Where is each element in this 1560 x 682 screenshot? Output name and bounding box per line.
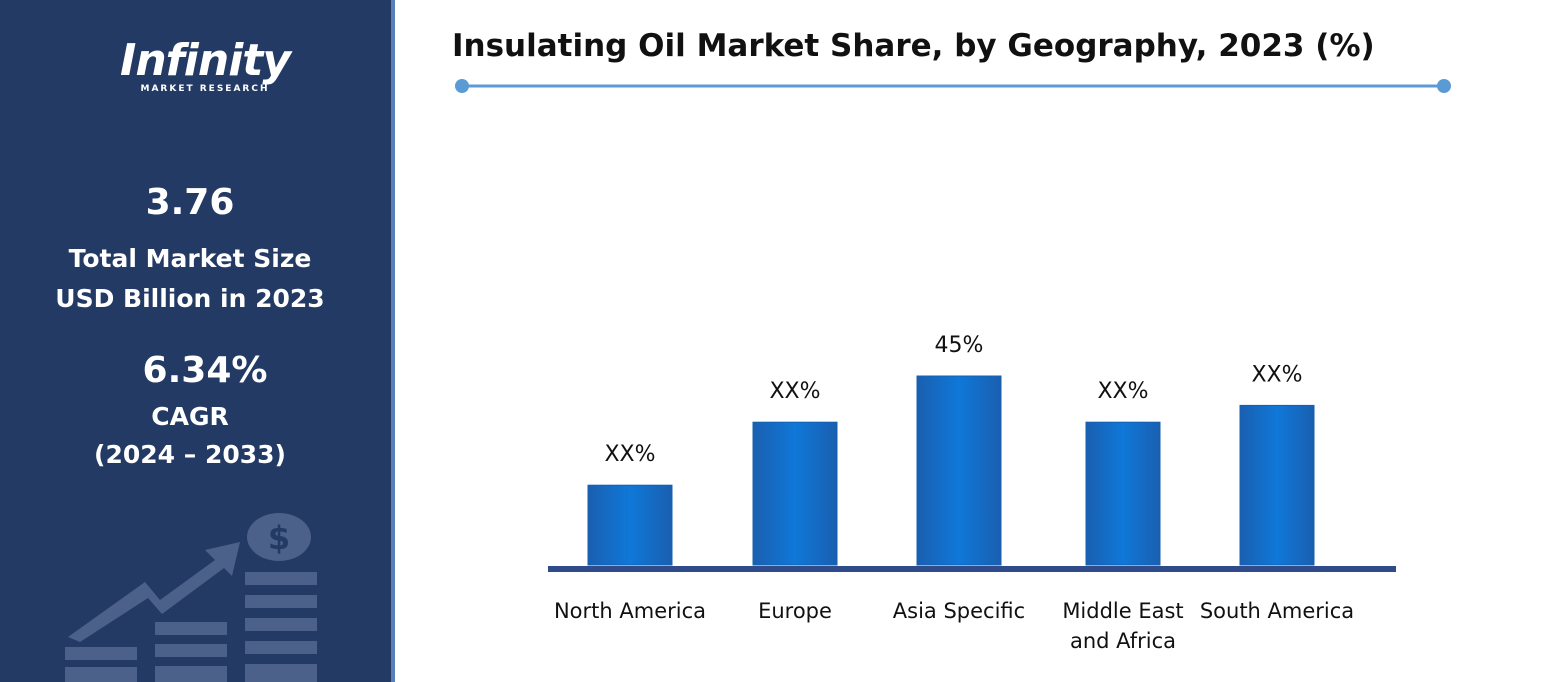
cagr-label: CAGR	[151, 402, 229, 431]
cagr-period: (2024 – 2033)	[94, 440, 286, 469]
svg-text:$: $	[268, 519, 290, 557]
cagr: 6.34%	[142, 350, 268, 391]
chart-title: Insulating Oil Market Share, by Geograph…	[452, 28, 1375, 64]
market-size-label: USD Billion in 2023	[55, 284, 325, 313]
market-size: 3.76	[145, 182, 235, 223]
growth-icon: $	[65, 513, 317, 682]
market-size-label: Total Market Size	[68, 244, 312, 273]
value-label: XX%	[1097, 379, 1148, 404]
x-tick-label: Europe	[758, 599, 832, 623]
x-tick-label: South America	[1199, 599, 1355, 623]
sidebar: Infinity MARKET RESEARCH 3.76 Total Mark…	[0, 0, 395, 682]
logo: Infinity	[119, 35, 291, 86]
bar	[752, 421, 838, 566]
bar	[916, 375, 1002, 566]
rule-dot	[1437, 79, 1451, 93]
x-tick-label: North America	[553, 599, 707, 623]
value-label: XX%	[769, 379, 820, 404]
value-label: XX%	[604, 442, 655, 467]
x-tick-label: Middle East and Africa	[1062, 599, 1184, 653]
bar	[1239, 404, 1315, 566]
value-label: 45%	[935, 333, 984, 358]
x-tick-label: Asia Specific	[892, 599, 1026, 623]
logo-sub: MARKET RESEARCH	[140, 84, 270, 94]
bar	[587, 484, 673, 566]
value-label: XX%	[1251, 362, 1302, 387]
rule-dot	[455, 79, 469, 93]
bar	[1085, 421, 1161, 566]
